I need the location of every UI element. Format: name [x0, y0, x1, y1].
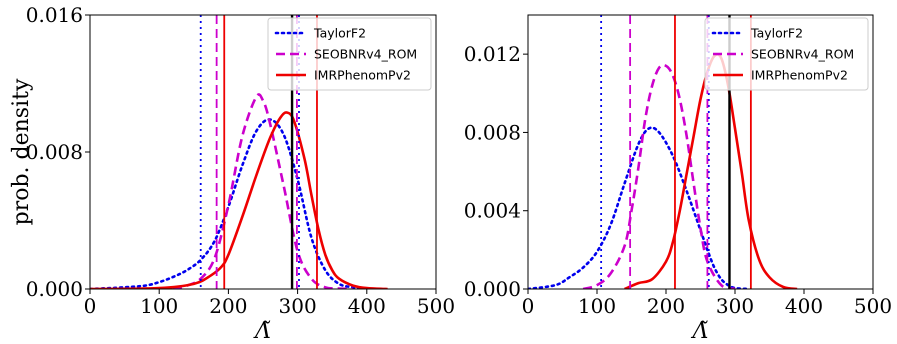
- x-tick-label: 400: [785, 294, 823, 318]
- y-tick-label: 0.008: [26, 140, 83, 164]
- axes-frame: [527, 14, 874, 290]
- y-tick-label: 0.000: [464, 277, 521, 301]
- chart-panel-1: 0 100 200 300 400 500 0.000 0.008 0.016 Λ̃ prob. d…: [9, 3, 455, 344]
- y-tick-label: 0.000: [26, 277, 83, 301]
- x-axis-label: Λ̃: [253, 319, 271, 344]
- series-line-seobnrv4-rom: [172, 93, 354, 289]
- x-tick-label: 200: [647, 294, 685, 318]
- y-tick-label: 0.004: [464, 199, 521, 223]
- series-line-taylorf2: [90, 118, 369, 289]
- legend-label: IMRPhenomPv2: [751, 68, 848, 83]
- x-tick-label: 0: [522, 294, 535, 318]
- legend-label: SEOBNRv4_ROM: [314, 47, 417, 62]
- x-tick-label: 0: [84, 294, 97, 318]
- legend-label: TaylorF2: [313, 26, 366, 41]
- legend-label: SEOBNRv4_ROM: [751, 47, 854, 62]
- x-tick-label: 500: [417, 294, 455, 318]
- y-tick-label: 0.016: [26, 3, 83, 27]
- y-tick-label: 0.008: [464, 120, 521, 144]
- x-tick-label: 100: [140, 294, 178, 318]
- x-tick-label: 300: [716, 294, 754, 318]
- x-tick-label: 500: [854, 294, 892, 318]
- series-line-seobnrv4-rom: [582, 63, 736, 289]
- x-axis-label: Λ̃: [691, 319, 709, 344]
- series-line-imrphenompv2: [90, 111, 388, 289]
- legend-label: IMRPhenomPv2: [314, 68, 411, 83]
- legend-box: [704, 17, 869, 91]
- x-tick-label: 100: [578, 294, 616, 318]
- x-tick-label: 200: [209, 294, 247, 318]
- legend-box: [267, 17, 432, 91]
- x-tick-label: 400: [348, 294, 386, 318]
- legend-label: TaylorF2: [750, 26, 803, 41]
- chart-panel-2: 0 100 200 300 400 500 0.000 0.004 0.008 0.012 Λ̃ Ta…: [464, 14, 892, 344]
- y-tick-label: 0.012: [464, 42, 521, 66]
- y-axis-label: prob. density: [9, 78, 34, 225]
- x-tick-label: 300: [279, 294, 317, 318]
- series-line-taylorf2: [528, 126, 751, 289]
